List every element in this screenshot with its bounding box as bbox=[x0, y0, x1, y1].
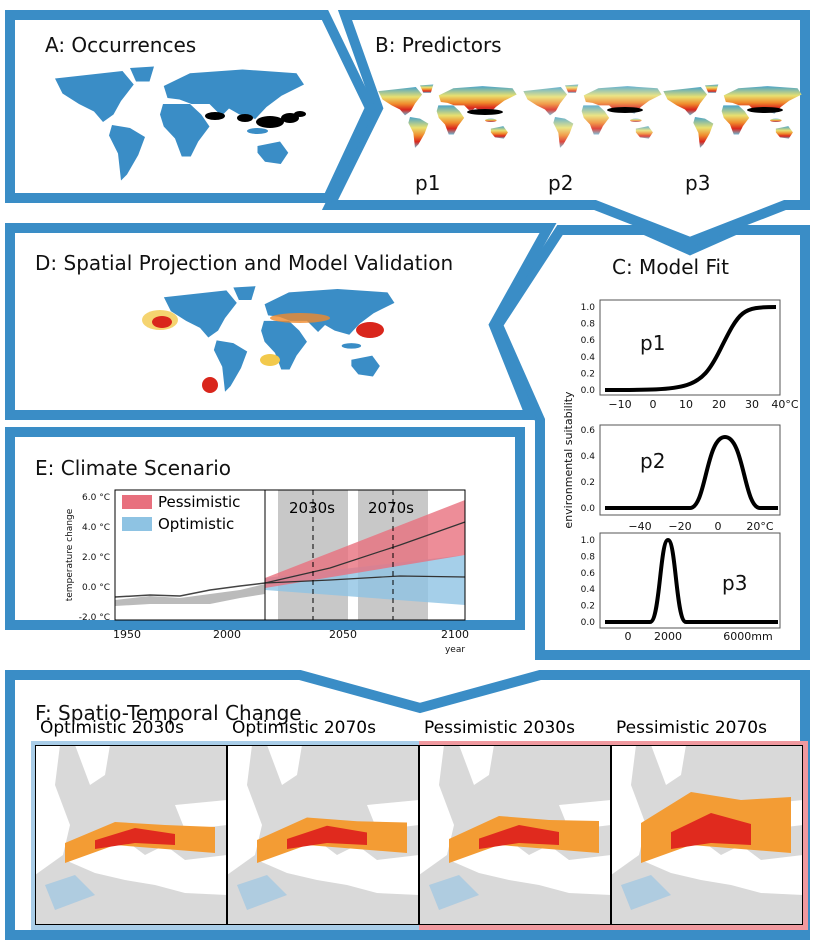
period-label: 2030s bbox=[289, 499, 335, 517]
x-tick-label: 10 bbox=[679, 398, 693, 411]
panel-a-title: A: Occurrences bbox=[45, 33, 196, 57]
y-tick-label: 0.8 bbox=[581, 552, 596, 562]
y-tick-label: -2.0 °C bbox=[79, 613, 110, 623]
panel-e-title: E: Climate Scenario bbox=[35, 456, 231, 480]
map-title: Optimistic 2070s bbox=[232, 718, 376, 738]
y-tick-label: 2.0 °C bbox=[82, 553, 110, 563]
panel-b-title: B: Predictors bbox=[375, 33, 502, 57]
predictor-label: p2 bbox=[548, 171, 573, 195]
y-tick-label: 0.8 bbox=[581, 320, 596, 330]
change-map bbox=[227, 745, 419, 925]
panel-d-title: D: Spatial Projection and Model Validati… bbox=[35, 251, 453, 275]
y-tick-label: 0.2 bbox=[581, 602, 595, 612]
y-tick-label: 0.2 bbox=[581, 478, 595, 488]
predictor-label: p1 bbox=[415, 171, 440, 195]
y-tick-label: 0.6 bbox=[581, 336, 596, 346]
map-title: Pessimistic 2070s bbox=[616, 718, 767, 738]
change-map bbox=[419, 745, 611, 925]
y-tick-label: 0.4 bbox=[581, 452, 596, 462]
y-tick-label: 0.0 °C bbox=[82, 583, 110, 593]
y-tick-label: 0.0 bbox=[581, 504, 596, 514]
y-tick-label: 0.0 bbox=[581, 618, 596, 628]
y-tick-label: 0.6 bbox=[581, 426, 596, 436]
y-tick-label: 0.4 bbox=[581, 353, 596, 363]
x-tick-label: 2000 bbox=[213, 628, 241, 641]
x-tick-label: −40 bbox=[628, 520, 651, 533]
x-tick-label: 0 bbox=[650, 398, 657, 411]
change-map bbox=[35, 745, 227, 925]
figure: A: Occurrences B: Predictors p1 p2 p3 D:… bbox=[0, 0, 814, 943]
panel-c-title: C: Model Fit bbox=[612, 255, 729, 279]
page: SDM workflow { "panels": { "a": {"title"… bbox=[0, 0, 814, 943]
x-axis-label: year bbox=[445, 645, 465, 655]
curve-label: p3 bbox=[722, 571, 747, 595]
curve-label: p1 bbox=[640, 331, 665, 355]
x-tick-label: 1950 bbox=[113, 628, 141, 641]
x-tick-label: 2100 bbox=[441, 628, 469, 641]
map-title: Pessimistic 2030s bbox=[424, 718, 575, 738]
x-tick-label: 20°C bbox=[746, 520, 773, 533]
x-tick-label: 0 bbox=[715, 520, 722, 533]
legend-label: Optimistic bbox=[158, 515, 234, 533]
change-maps: Optimistic 2030s Optimistic 2070s Pessimis… bbox=[35, 718, 803, 925]
map-title: Optimistic 2030s bbox=[40, 718, 184, 738]
y-tick-label: 1.0 bbox=[581, 536, 596, 546]
panel-c-frame bbox=[498, 230, 805, 655]
x-tick-label: 30 bbox=[745, 398, 759, 411]
x-tick-label: 6000mm bbox=[723, 630, 772, 643]
y-tick-label: 4.0 °C bbox=[82, 523, 110, 533]
change-map bbox=[611, 745, 803, 925]
period-label: 2070s bbox=[368, 499, 414, 517]
x-tick-label: 2050 bbox=[329, 628, 357, 641]
y-tick-label: 0.6 bbox=[581, 569, 596, 579]
y-tick-label: 0.0 bbox=[581, 386, 596, 396]
x-tick-label: 2000 bbox=[654, 630, 682, 643]
predictor-label: p3 bbox=[685, 171, 710, 195]
y-tick-label: 0.4 bbox=[581, 585, 596, 595]
y-tick-label: 1.0 bbox=[581, 303, 596, 313]
y-tick-label: 0.2 bbox=[581, 369, 595, 379]
x-tick-label: 0 bbox=[625, 630, 632, 643]
x-tick-label: −10 bbox=[608, 398, 631, 411]
x-tick-label: −20 bbox=[668, 520, 691, 533]
y-tick-label: 6.0 °C bbox=[82, 493, 110, 503]
x-tick-label: 40°C bbox=[771, 398, 798, 411]
y-axis-label: temperature change bbox=[65, 508, 75, 601]
legend-label: Pessimistic bbox=[158, 493, 240, 511]
curve-label: p2 bbox=[640, 449, 665, 473]
body: A: Occurrences B: Predictors p1 p2 p3 D:… bbox=[0, 0, 814, 943]
y-axis-label: environmental suitability bbox=[562, 391, 575, 529]
x-tick-label: 20 bbox=[712, 398, 726, 411]
